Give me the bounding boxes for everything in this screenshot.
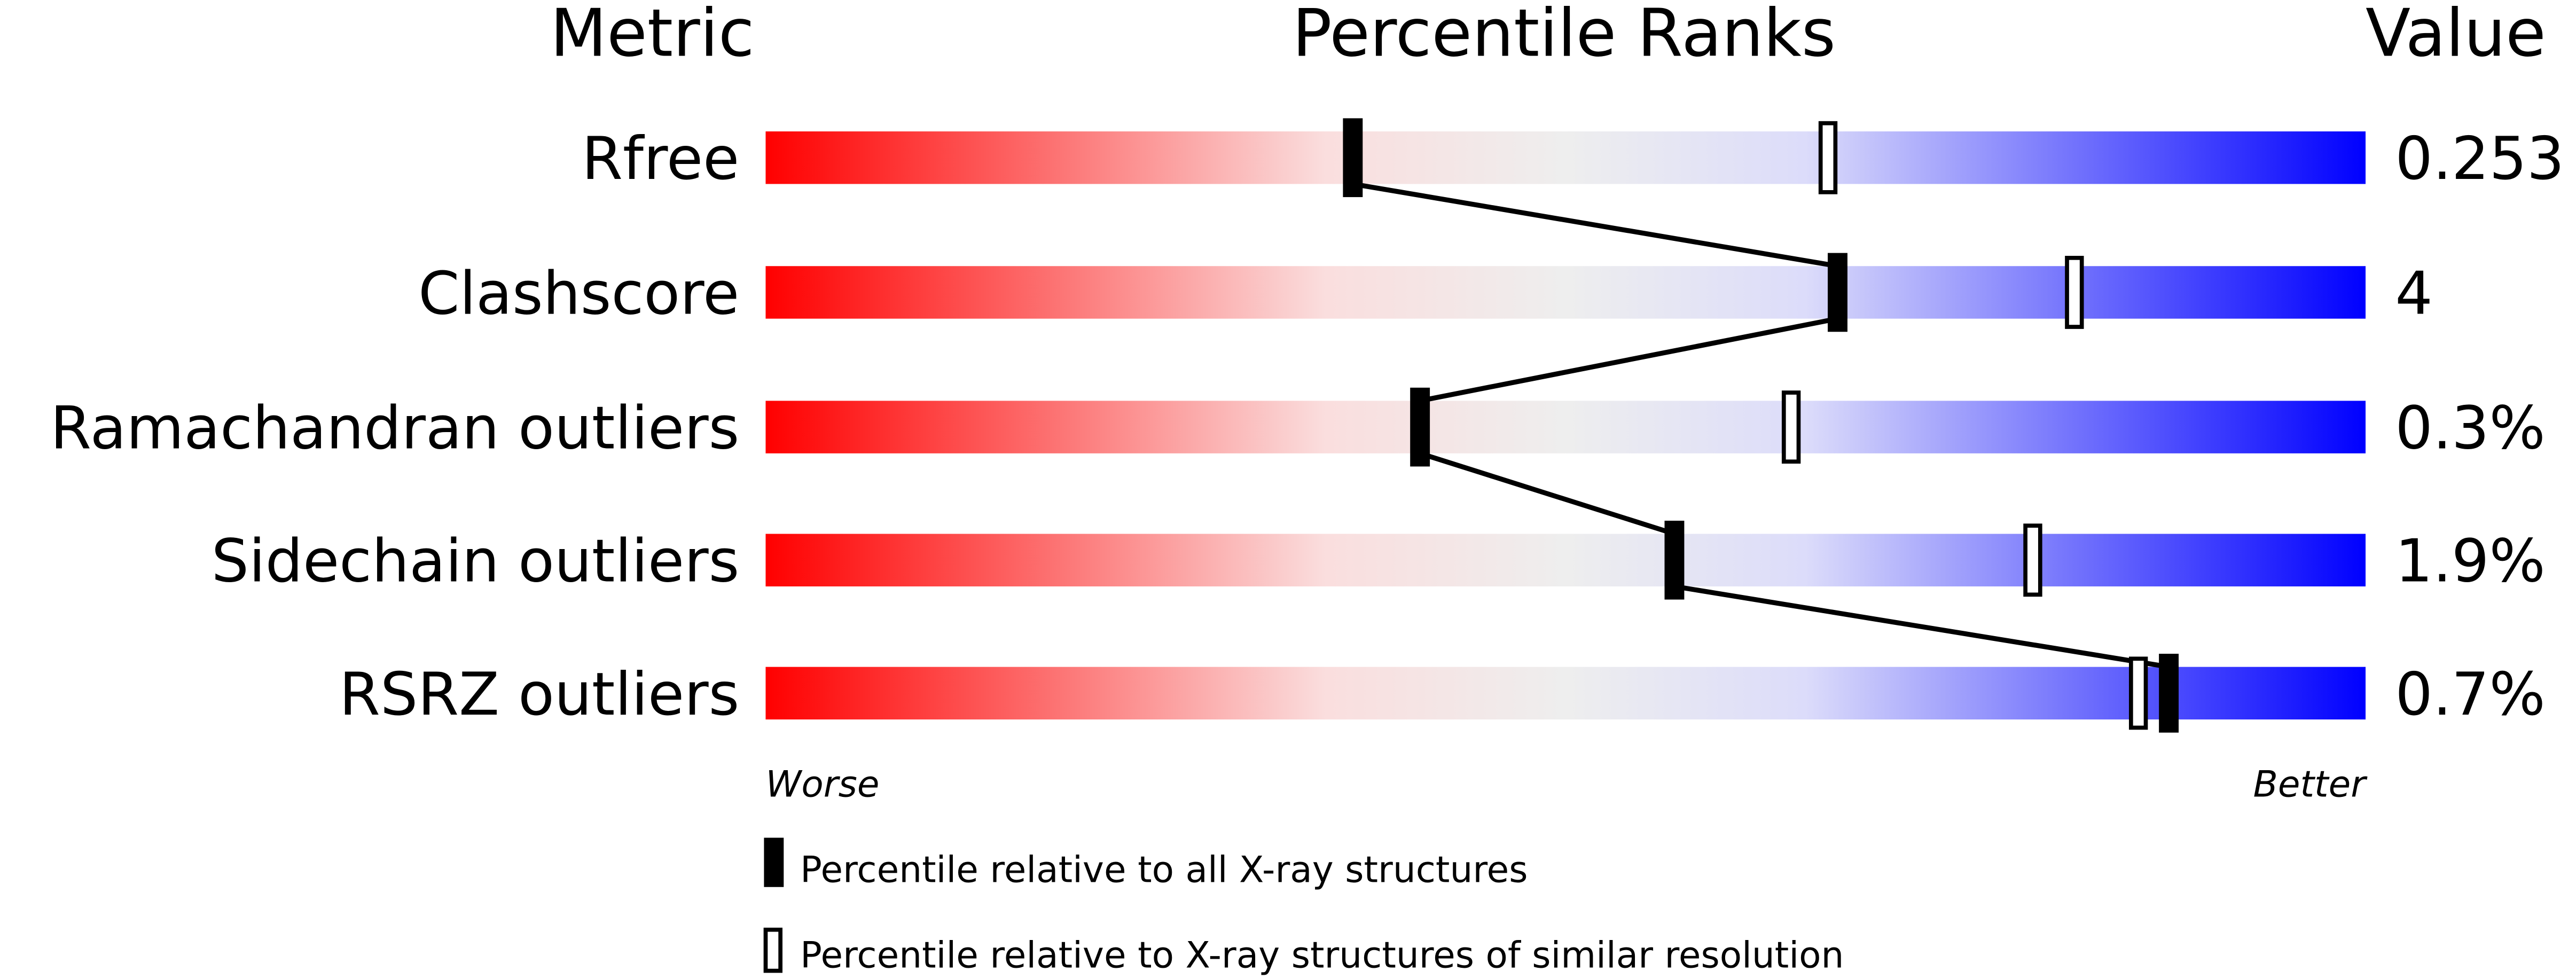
percentile-bar: [765, 266, 2366, 319]
metric-value: 0.3%: [2395, 394, 2545, 463]
metric-value: 4: [2395, 259, 2432, 328]
percentile-bar: [765, 667, 2366, 720]
marker-similar-resolution: [1818, 121, 1838, 194]
marker-all-structures: [1664, 520, 1685, 600]
legend-open-marker-icon: [763, 927, 783, 973]
connector-line: [1419, 451, 1675, 536]
marker-similar-resolution: [2065, 256, 2084, 329]
percentile-bar: [765, 534, 2366, 586]
legend-similar: Percentile relative to X-ray structures …: [800, 934, 1844, 976]
metric-value: 0.7%: [2395, 660, 2545, 729]
header-percentile-ranks: Percentile Ranks: [1292, 0, 1835, 72]
connector-line: [1674, 584, 2170, 670]
marker-similar-resolution: [2023, 523, 2042, 597]
percentile-bar: [765, 401, 2366, 453]
metric-value: 0.253: [2395, 124, 2564, 193]
marker-all-structures: [2159, 654, 2179, 733]
metric-label: Sidechain outliers: [212, 527, 740, 596]
legend-all: Percentile relative to all X-ray structu…: [800, 849, 1528, 891]
worse-label: Worse: [765, 763, 879, 805]
metric-value: 1.9%: [2395, 527, 2545, 596]
marker-all-structures: [1343, 118, 1363, 198]
connector-line: [1419, 316, 1838, 403]
header-metric: Metric: [550, 0, 754, 72]
marker-all-structures: [1828, 253, 1847, 332]
marker-similar-resolution: [1781, 390, 1801, 464]
metric-label: Clashscore: [418, 259, 739, 328]
metric-label: Ramachandran outliers: [50, 394, 739, 463]
header-value: Value: [2366, 0, 2546, 72]
marker-similar-resolution: [2128, 656, 2148, 730]
better-label: Better: [2253, 763, 2368, 805]
legend-filled-marker-icon: [764, 837, 784, 887]
metric-label: Rfree: [582, 124, 739, 193]
marker-all-structures: [1410, 387, 1430, 467]
connector-line: [1352, 181, 1838, 269]
percentile-bar: [765, 131, 2366, 184]
metric-label: RSRZ outliers: [339, 660, 739, 729]
